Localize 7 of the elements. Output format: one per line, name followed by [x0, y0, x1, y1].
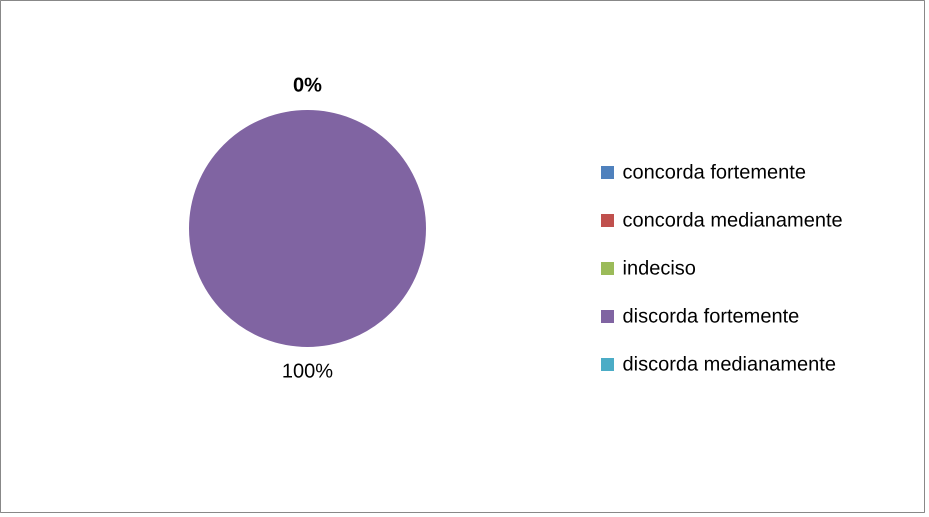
legend-label: concorda medianamente — [622, 210, 843, 232]
legend-label: concorda fortemente — [622, 162, 806, 184]
legend-label: discorda fortemente — [622, 306, 800, 328]
data-label: 100% — [282, 360, 334, 382]
legend-label: discorda medianamente — [622, 354, 836, 376]
text: 0% — [293, 74, 322, 96]
legend-label: indeciso — [622, 258, 696, 280]
